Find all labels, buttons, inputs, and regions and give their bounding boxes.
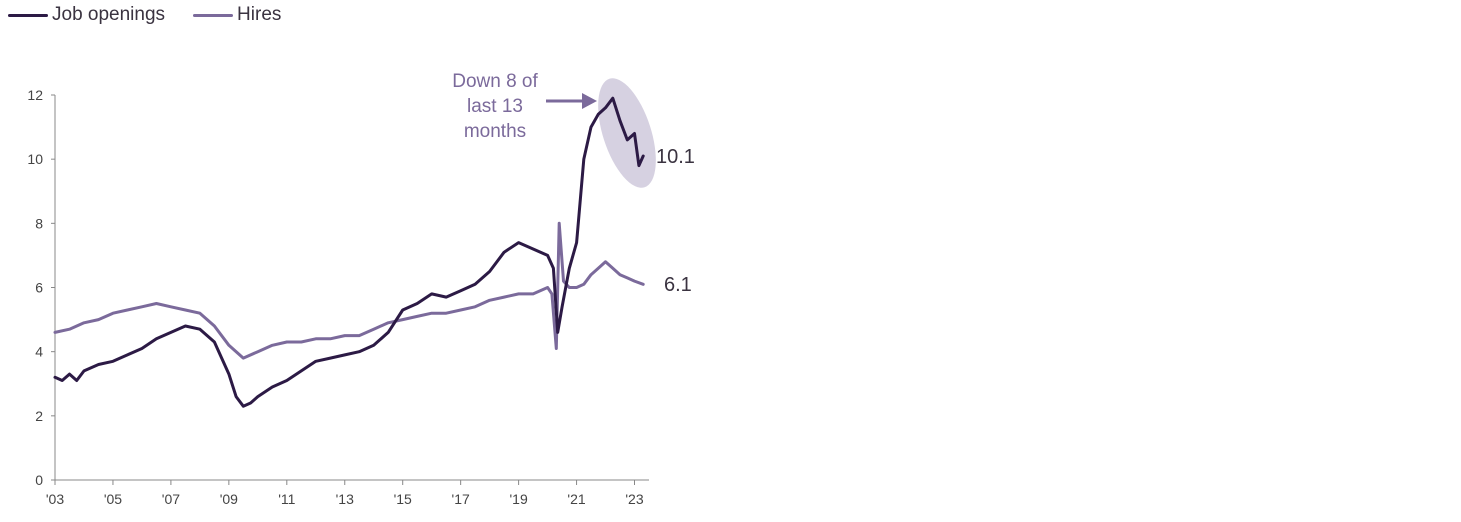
legend-label-job-openings: Job openings <box>52 4 166 25</box>
axes: 0 2 4 6 8 10 12 '03 '05 '07 '09 '11 '13 '15 '17 '19 '21 '… <box>27 87 649 507</box>
x-tick-label: '09 <box>220 491 238 507</box>
legend-item-hires: Hires <box>193 4 281 26</box>
legend: Job openings Hires <box>8 4 281 26</box>
y-tick-label: 12 <box>27 87 43 103</box>
x-tick-label: '13 <box>336 491 354 507</box>
series-layer <box>53 96 645 408</box>
x-tick-label: '05 <box>104 491 122 507</box>
legend-item-job-openings: Job openings <box>8 4 165 26</box>
annotation-line-3: months <box>464 121 526 142</box>
annotation-arrow-head <box>582 93 597 109</box>
series-line-job-openings <box>53 96 645 408</box>
y-tick-label: 2 <box>35 408 43 424</box>
highlight-ellipse <box>598 78 656 188</box>
end-label-job-openings: 10.1 <box>656 146 695 168</box>
x-tick-label: '15 <box>394 491 412 507</box>
y-tick-label: 8 <box>35 215 43 231</box>
series-line-hires <box>53 221 645 360</box>
x-tick-label: '11 <box>278 491 295 507</box>
annotation-line-1: Down 8 of <box>452 71 538 92</box>
legend-swatch-job-openings <box>8 13 48 17</box>
x-tick-label: '23 <box>625 491 643 507</box>
annotation-line-2: last 13 <box>467 96 523 117</box>
x-tick-label: '19 <box>509 491 527 507</box>
legend-label-hires: Hires <box>237 4 282 25</box>
y-tick-label: 6 <box>35 280 43 296</box>
y-tick-label: 0 <box>35 472 43 488</box>
x-tick-label: '17 <box>452 491 470 507</box>
end-label-hires: 6.1 <box>664 274 692 296</box>
x-tick-label: '03 <box>46 491 64 507</box>
y-tick-label: 4 <box>35 344 43 360</box>
x-tick-label: '21 <box>567 491 585 507</box>
annotation: Down 8 of last 13 months <box>452 71 597 142</box>
legend-swatch-hires <box>193 13 234 17</box>
y-tick-label: 10 <box>27 151 43 167</box>
x-tick-label: '07 <box>162 491 180 507</box>
